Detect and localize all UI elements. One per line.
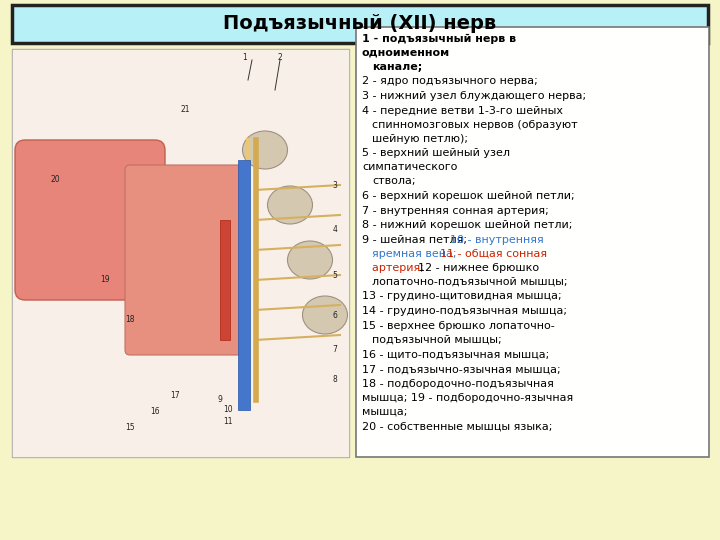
Text: 3: 3 [333,180,338,190]
Text: 3 - нижний узел блуждающего нерва;: 3 - нижний узел блуждающего нерва; [362,91,586,101]
Text: 4 - передние ветви 1-3-го шейных: 4 - передние ветви 1-3-го шейных [362,106,563,116]
Text: 8 - нижний корешок шейной петли;: 8 - нижний корешок шейной петли; [362,220,572,231]
Text: спинномозговых нервов (образуют: спинномозговых нервов (образуют [372,120,577,130]
Text: канале;: канале; [372,62,422,72]
Text: 20 - собственные мышцы языка;: 20 - собственные мышцы языка; [362,422,552,431]
Text: 4: 4 [333,226,338,234]
Text: 12 - нижнее брюшко: 12 - нижнее брюшко [418,263,539,273]
Text: 18 - подбородочно-подъязычная: 18 - подбородочно-подъязычная [362,379,554,389]
Ellipse shape [302,296,348,334]
Text: 11: 11 [223,417,233,427]
FancyBboxPatch shape [12,5,708,43]
Text: 1: 1 [243,53,248,63]
Text: 6 - верхний корешок шейной петли;: 6 - верхний корешок шейной петли; [362,191,575,201]
Text: 7 - внутренняя сонная артерия;: 7 - внутренняя сонная артерия; [362,206,549,215]
Bar [220,220,230,340]
Text: 11 - общая сонная: 11 - общая сонная [440,249,547,259]
Text: 15 - верхнее брюшко лопаточно-: 15 - верхнее брюшко лопаточно- [362,321,554,331]
Text: лопаточно-подъязычной мышцы;: лопаточно-подъязычной мышцы; [372,276,567,287]
Text: 16: 16 [150,408,160,416]
Text: 8: 8 [333,375,338,384]
Text: артерия;: артерия; [372,263,428,273]
Text: 5 - верхний шейный узел: 5 - верхний шейный узел [362,148,510,158]
Text: 2 - ядро подъязычного нерва;: 2 - ядро подъязычного нерва; [362,76,538,86]
Text: мышца;: мышца; [362,407,408,417]
FancyBboxPatch shape [125,165,245,355]
Text: 20: 20 [50,176,60,185]
Text: 2: 2 [278,53,282,63]
Text: 6: 6 [333,310,338,320]
Ellipse shape [243,131,287,169]
Text: мышца; 19 - подбородочно-язычная: мышца; 19 - подбородочно-язычная [362,393,573,403]
Text: 7: 7 [333,346,338,354]
Text: 21: 21 [180,105,190,114]
Bar [238,160,250,410]
Text: 14 - грудино-подъязычная мышца;: 14 - грудино-подъязычная мышца; [362,306,567,316]
Text: одноименном: одноименном [362,48,450,58]
Text: шейную петлю);: шейную петлю); [372,133,468,144]
Text: 15: 15 [125,423,135,433]
Text: яремная вена;: яремная вена; [372,249,460,259]
Text: 9 - шейная петля;: 9 - шейная петля; [362,235,470,245]
Text: 17 - подъязычно-язычная мышца;: 17 - подъязычно-язычная мышца; [362,364,561,374]
Text: 19: 19 [100,275,110,285]
Text: 10 - внутренняя: 10 - внутренняя [450,235,544,245]
Text: 1 - подъязычный нерв в: 1 - подъязычный нерв в [362,34,516,44]
Text: 18: 18 [125,315,135,325]
Text: 17: 17 [170,390,180,400]
FancyBboxPatch shape [356,27,709,457]
Text: подъязычной мышцы;: подъязычной мышцы; [372,335,502,345]
Text: 5: 5 [333,271,338,280]
FancyBboxPatch shape [15,140,165,300]
Text: 10: 10 [223,406,233,415]
Text: симпатического: симпатического [362,162,457,172]
Ellipse shape [268,186,312,224]
FancyBboxPatch shape [12,49,349,457]
Text: 9: 9 [217,395,222,404]
Text: 16 - щито-подъязычная мышца;: 16 - щито-подъязычная мышца; [362,349,549,360]
Ellipse shape [287,241,333,279]
Text: ствола;: ствола; [372,176,415,186]
Text: 13 - грудино-щитовидная мышца;: 13 - грудино-щитовидная мышца; [362,292,562,301]
Text: Подъязычный (XII) нерв: Подъязычный (XII) нерв [223,14,497,33]
